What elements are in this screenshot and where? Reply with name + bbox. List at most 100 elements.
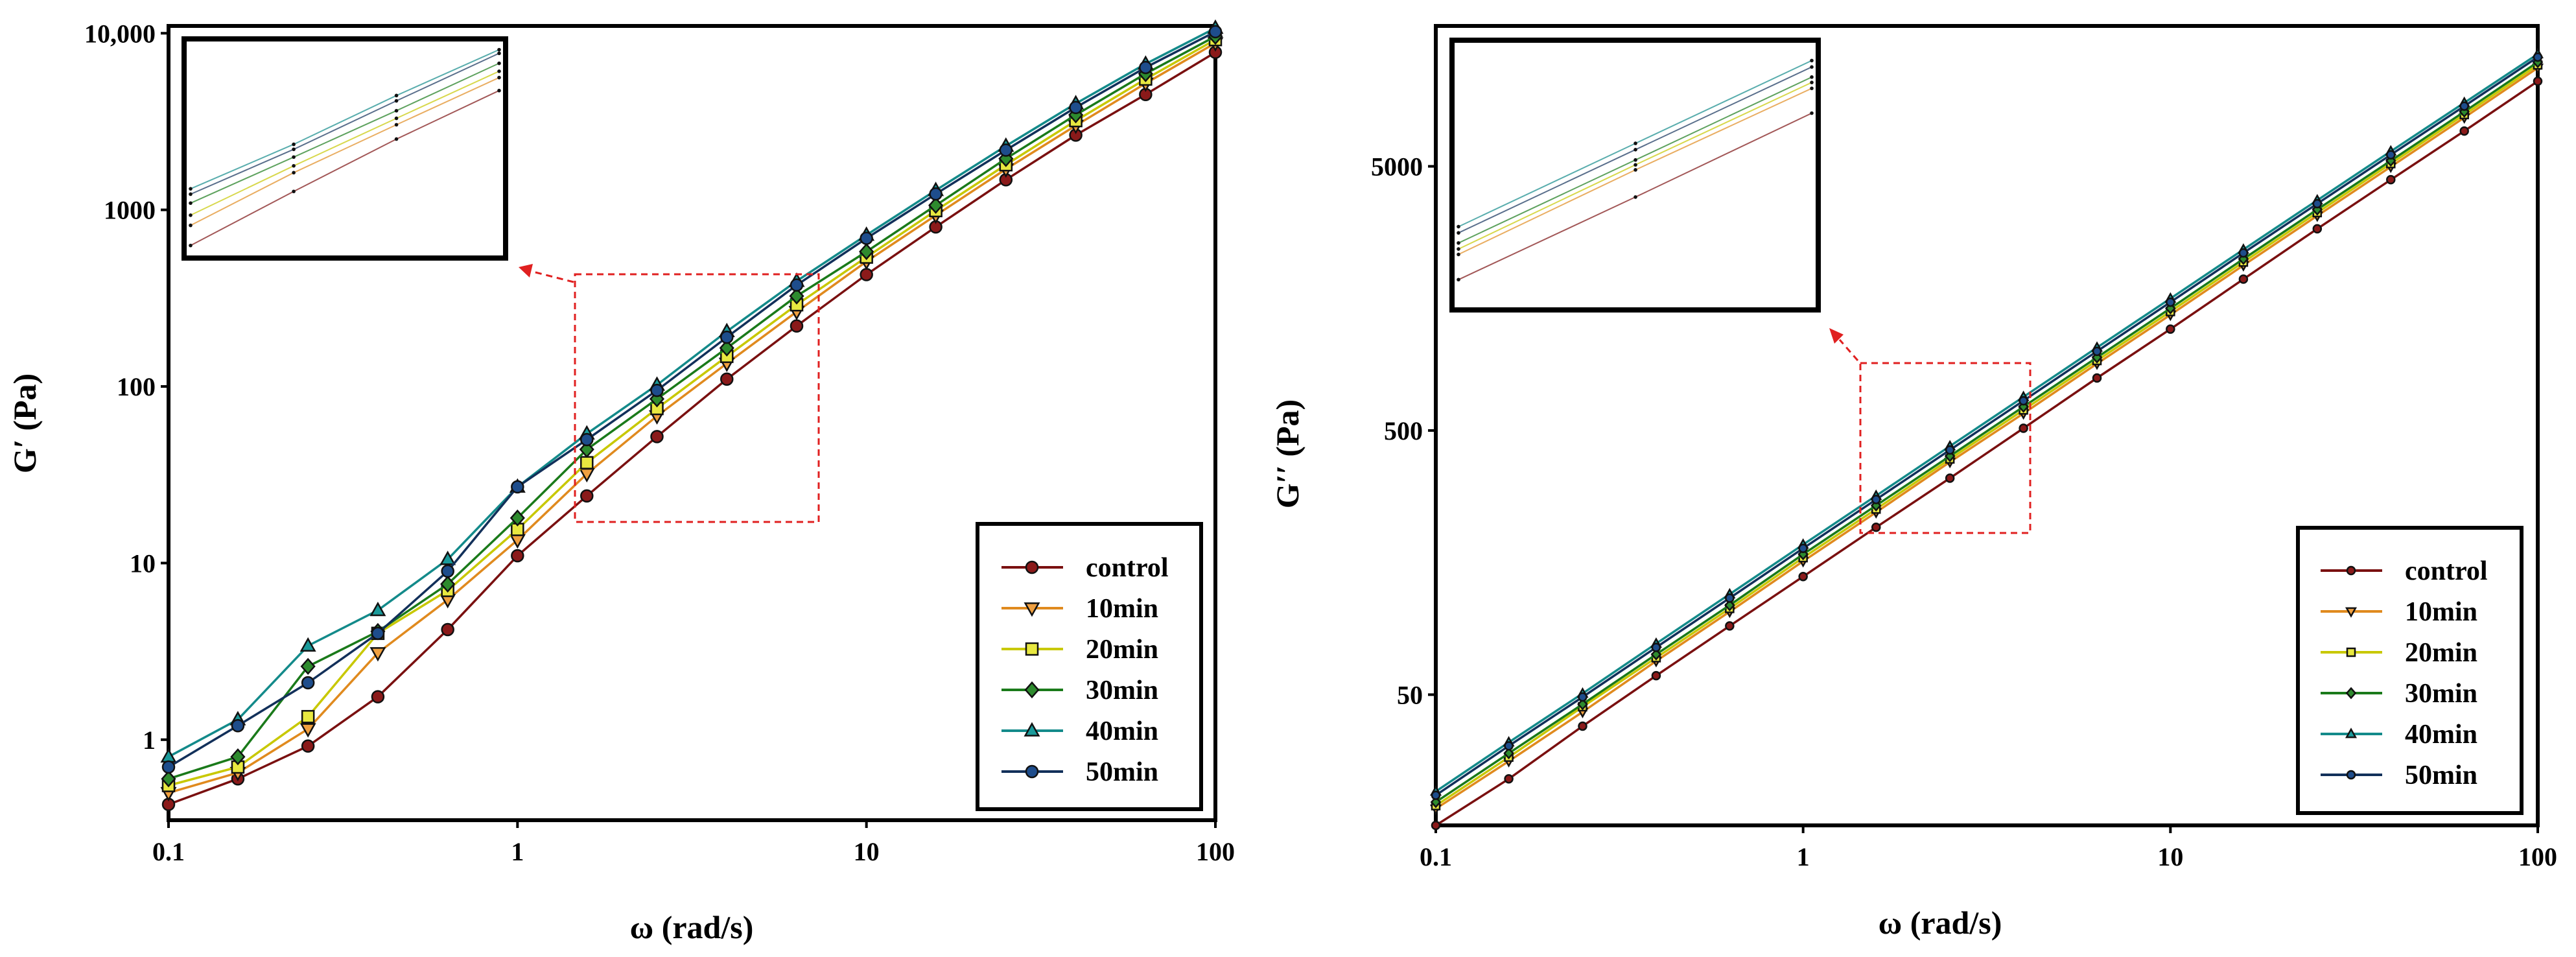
legend-label: 40min xyxy=(1086,716,1158,746)
inset-point xyxy=(1810,75,1814,79)
zoom-arrow-right xyxy=(1838,339,1859,361)
legend-marker xyxy=(1024,722,1040,737)
inset-point xyxy=(1457,241,1460,245)
data-point xyxy=(300,657,316,675)
y-ticks-right: 50 500 5000 xyxy=(1371,152,1436,709)
legend-label: 30min xyxy=(2405,679,2477,709)
series-50min xyxy=(161,25,1223,774)
data-point xyxy=(860,268,873,281)
legend-item-40min: 40min xyxy=(2321,720,2477,750)
data-point xyxy=(2019,423,2028,433)
data-point xyxy=(161,760,176,774)
data-point xyxy=(1431,820,1441,831)
data-point xyxy=(441,622,454,637)
y-tick-label: 500 xyxy=(1384,416,1423,445)
data-point xyxy=(160,748,177,763)
inset-series-50min xyxy=(189,51,501,196)
inset-line-40min xyxy=(190,49,500,190)
data-point xyxy=(2386,150,2396,160)
data-point xyxy=(2459,101,2469,111)
inset-point xyxy=(394,99,399,103)
inset-point xyxy=(189,213,193,217)
data-point xyxy=(301,676,315,690)
data-point xyxy=(371,690,385,703)
data-point xyxy=(1208,25,1223,39)
zoom-arrow-left xyxy=(530,270,574,283)
y-axis-title-right: G′′ (Pa) xyxy=(1269,399,1306,508)
data-point xyxy=(579,441,594,458)
inset-series-40min xyxy=(189,47,501,191)
x-ticks-right: 0.1 1 10 100 xyxy=(1420,825,2557,871)
data-point xyxy=(369,647,386,662)
inset-point xyxy=(189,201,193,206)
legend-items-right: control 10min 20min 30min 40min 50min xyxy=(2321,556,2488,790)
inset-point xyxy=(497,75,501,80)
legend-marker xyxy=(2346,565,2356,576)
data-point xyxy=(929,187,943,201)
inset-point xyxy=(292,147,296,152)
legend-marker xyxy=(1024,602,1040,617)
legend-item-10min: 10min xyxy=(2321,597,2477,627)
y-tick-label: 50 xyxy=(1397,680,1423,709)
inset-point xyxy=(497,69,501,73)
inset-right xyxy=(1449,38,1821,313)
data-point xyxy=(580,432,594,447)
legend-marker xyxy=(2346,647,2356,657)
inset-point xyxy=(1457,278,1460,282)
legend-marker xyxy=(2345,687,2357,700)
inset-point xyxy=(189,187,193,191)
data-point xyxy=(859,242,874,261)
inset-point xyxy=(189,243,193,248)
data-point xyxy=(2238,274,2249,284)
legend-marker xyxy=(2345,607,2358,618)
inset-point xyxy=(1633,163,1637,167)
data-point xyxy=(369,601,386,617)
inset-point xyxy=(189,223,193,228)
chart-left: 1 10 100 1000 10,000 0.1 1 10 100 G′ (Pa) ω (ra… xyxy=(6,19,1235,945)
inset-series-20min xyxy=(189,69,501,217)
legend-frame-right xyxy=(2296,526,2523,815)
inset-point xyxy=(497,47,501,52)
legend-label: 50min xyxy=(1086,757,1158,787)
data-point xyxy=(2312,224,2323,234)
zoom-arrowhead-right xyxy=(1829,328,1844,344)
legend-label: 20min xyxy=(2405,638,2477,668)
legend-items-left: control 10min 20min 30min 40min 50min xyxy=(1001,553,1169,787)
y-tick-label: 10 xyxy=(130,549,156,578)
data-point xyxy=(1945,445,1955,455)
inset-point xyxy=(1633,158,1637,162)
inset-point xyxy=(497,51,501,56)
inset-point xyxy=(292,155,296,160)
x-axis-title-left: ω (rad/s) xyxy=(630,909,754,945)
data-point xyxy=(161,770,176,788)
y-tick-label: 100 xyxy=(117,372,156,401)
data-point xyxy=(1871,495,1881,504)
data-point xyxy=(2533,77,2543,86)
series-line-control xyxy=(1435,80,2538,827)
inset-point xyxy=(1633,195,1637,199)
legend-item-30min: 30min xyxy=(1001,676,1158,705)
inset-point xyxy=(292,171,296,175)
series-line-10min xyxy=(168,41,1216,794)
y-tick-label: 5000 xyxy=(1371,152,1423,182)
x-axis-title-right: ω (rad/s) xyxy=(1879,904,2002,941)
legend-marker xyxy=(2345,727,2358,738)
data-point xyxy=(719,339,734,357)
inset-point xyxy=(1457,224,1460,229)
data-point xyxy=(1578,721,1587,731)
series-line-50min xyxy=(168,30,1216,768)
inset-point xyxy=(189,192,193,196)
x-tick-label: 10 xyxy=(854,837,880,866)
inset-series-30min xyxy=(1457,75,1814,245)
inset-line-30min xyxy=(190,62,500,204)
series-line-control xyxy=(168,51,1216,806)
inset-series-50min xyxy=(1457,65,1814,235)
data-point xyxy=(231,718,245,733)
legend-item-50min: 50min xyxy=(2321,761,2477,790)
inset-series-40min xyxy=(1457,58,1814,229)
inset-line-50min xyxy=(190,53,500,195)
data-point xyxy=(1724,599,1735,611)
data-point xyxy=(1651,643,1661,652)
zoom-arrowhead-left xyxy=(519,264,533,278)
data-point xyxy=(2238,248,2249,258)
